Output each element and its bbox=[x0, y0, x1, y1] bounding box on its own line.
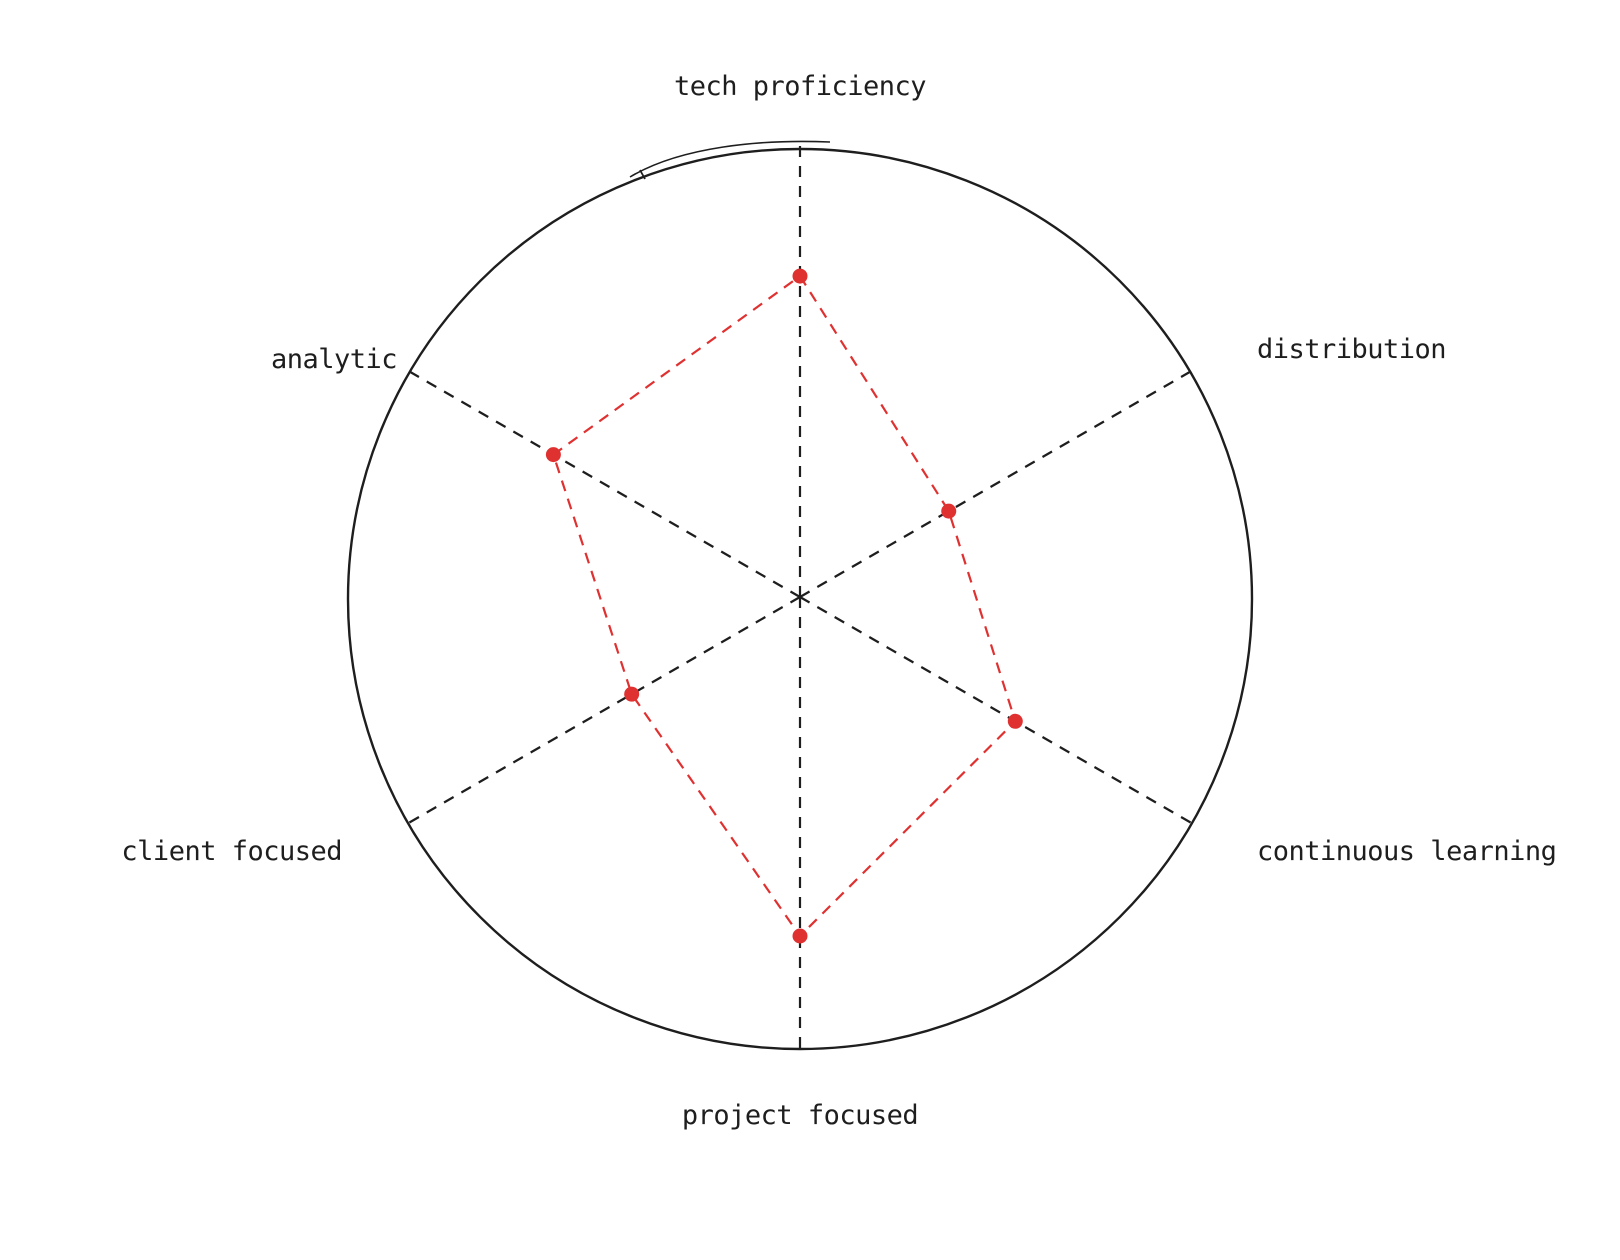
axis-line-distribution bbox=[799, 370, 1192, 598]
data-point-tech-proficiency bbox=[792, 268, 808, 284]
axis-label-project-focused: project focused bbox=[682, 1100, 918, 1131]
axis-line-continuous-learning bbox=[799, 596, 1192, 824]
axis-line-analytic bbox=[408, 370, 801, 598]
axis-line-client-focused bbox=[408, 596, 801, 824]
series-layer bbox=[545, 268, 1023, 944]
data-point-distribution bbox=[941, 503, 957, 519]
axis-label-continuous-learning: continuous learning bbox=[1257, 836, 1556, 867]
data-point-analytic bbox=[545, 447, 561, 463]
series-polygon bbox=[552, 274, 1017, 938]
outer-circle-stroke-overlap bbox=[629, 140, 831, 178]
axis-label-client-focused: client focused bbox=[121, 836, 342, 867]
axis-label-tech-proficiency: tech proficiency bbox=[674, 71, 926, 102]
axis-label-distribution: distribution bbox=[1257, 334, 1446, 365]
label-layer: tech proficiency distribution continuous l… bbox=[121, 71, 1556, 1131]
data-point-continuous-learning bbox=[1007, 713, 1023, 729]
axis-label-analytic: analytic bbox=[271, 344, 397, 375]
outer-circle-stroke-tick bbox=[639, 169, 646, 180]
data-point-client-focused bbox=[624, 686, 640, 702]
data-point-project-focused bbox=[792, 928, 808, 944]
axis-layer bbox=[408, 145, 1192, 1049]
